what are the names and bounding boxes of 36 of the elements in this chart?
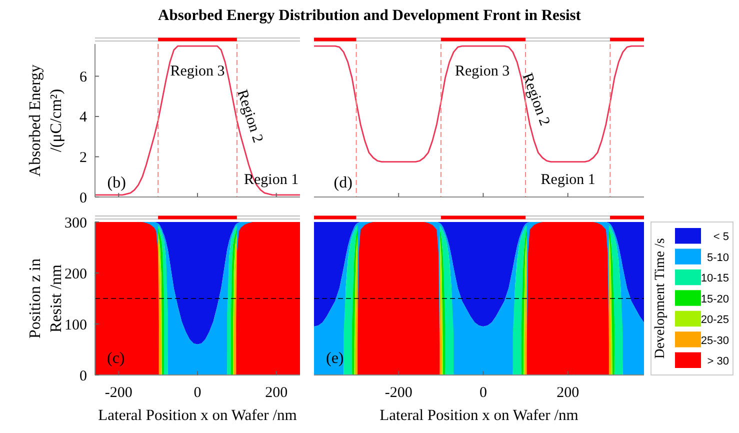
x-tick-label: -200 [104, 385, 132, 401]
annotation: (c) [107, 350, 125, 367]
text: Absorbed Energy Distribution and Development Front in Resist [158, 7, 582, 24]
legend-label: 5-10 [706, 252, 729, 264]
x-tick-label: 0 [479, 385, 487, 401]
x-tick-label: 200 [265, 385, 288, 401]
y-tick-label: 100 [64, 317, 87, 334]
annotation: Region 2 [518, 71, 552, 128]
y-tick-label: 0 [80, 368, 87, 384]
annotation: Region 3 [455, 63, 510, 80]
legend-label: 20-25 [700, 314, 729, 326]
annotation: Region 2 [234, 88, 266, 145]
x-tick-label: 0 [194, 385, 202, 401]
annotation: Region 3 [170, 63, 225, 80]
y-tick-label: 0 [80, 190, 87, 206]
legend-label: < 5 [713, 231, 729, 244]
x-axis-title: Lateral Position x on Wafer /nm [380, 407, 578, 424]
annotation: (d) [334, 174, 352, 192]
x-tick-label: 200 [556, 385, 580, 401]
legend-title: Development Time /s [653, 238, 668, 359]
annotation: (b) [107, 174, 126, 192]
y-tick-label: 2 [80, 150, 87, 166]
y-tick-label: 200 [64, 266, 87, 282]
annotation: Region 1 [540, 172, 596, 188]
x-tick-label: -200 [384, 385, 412, 401]
legend-label: 10-15 [700, 272, 729, 285]
y-tick-label: 4 [80, 110, 88, 126]
x-axis-title: Lateral Position x on Wafer /nm [98, 407, 297, 424]
legend-label: 15-20 [700, 293, 729, 306]
y-tick-label: 300 [64, 215, 87, 232]
y-axis-title: Absorbed Energy /(μC/cm²) [27, 64, 65, 177]
annotation: (e) [326, 350, 344, 367]
legend-label: > 30 [707, 355, 729, 368]
y-tick-label: 6 [80, 69, 88, 86]
legend-label: 25-30 [700, 334, 729, 347]
y-axis-title: Position z in Resist /nm [27, 258, 65, 339]
